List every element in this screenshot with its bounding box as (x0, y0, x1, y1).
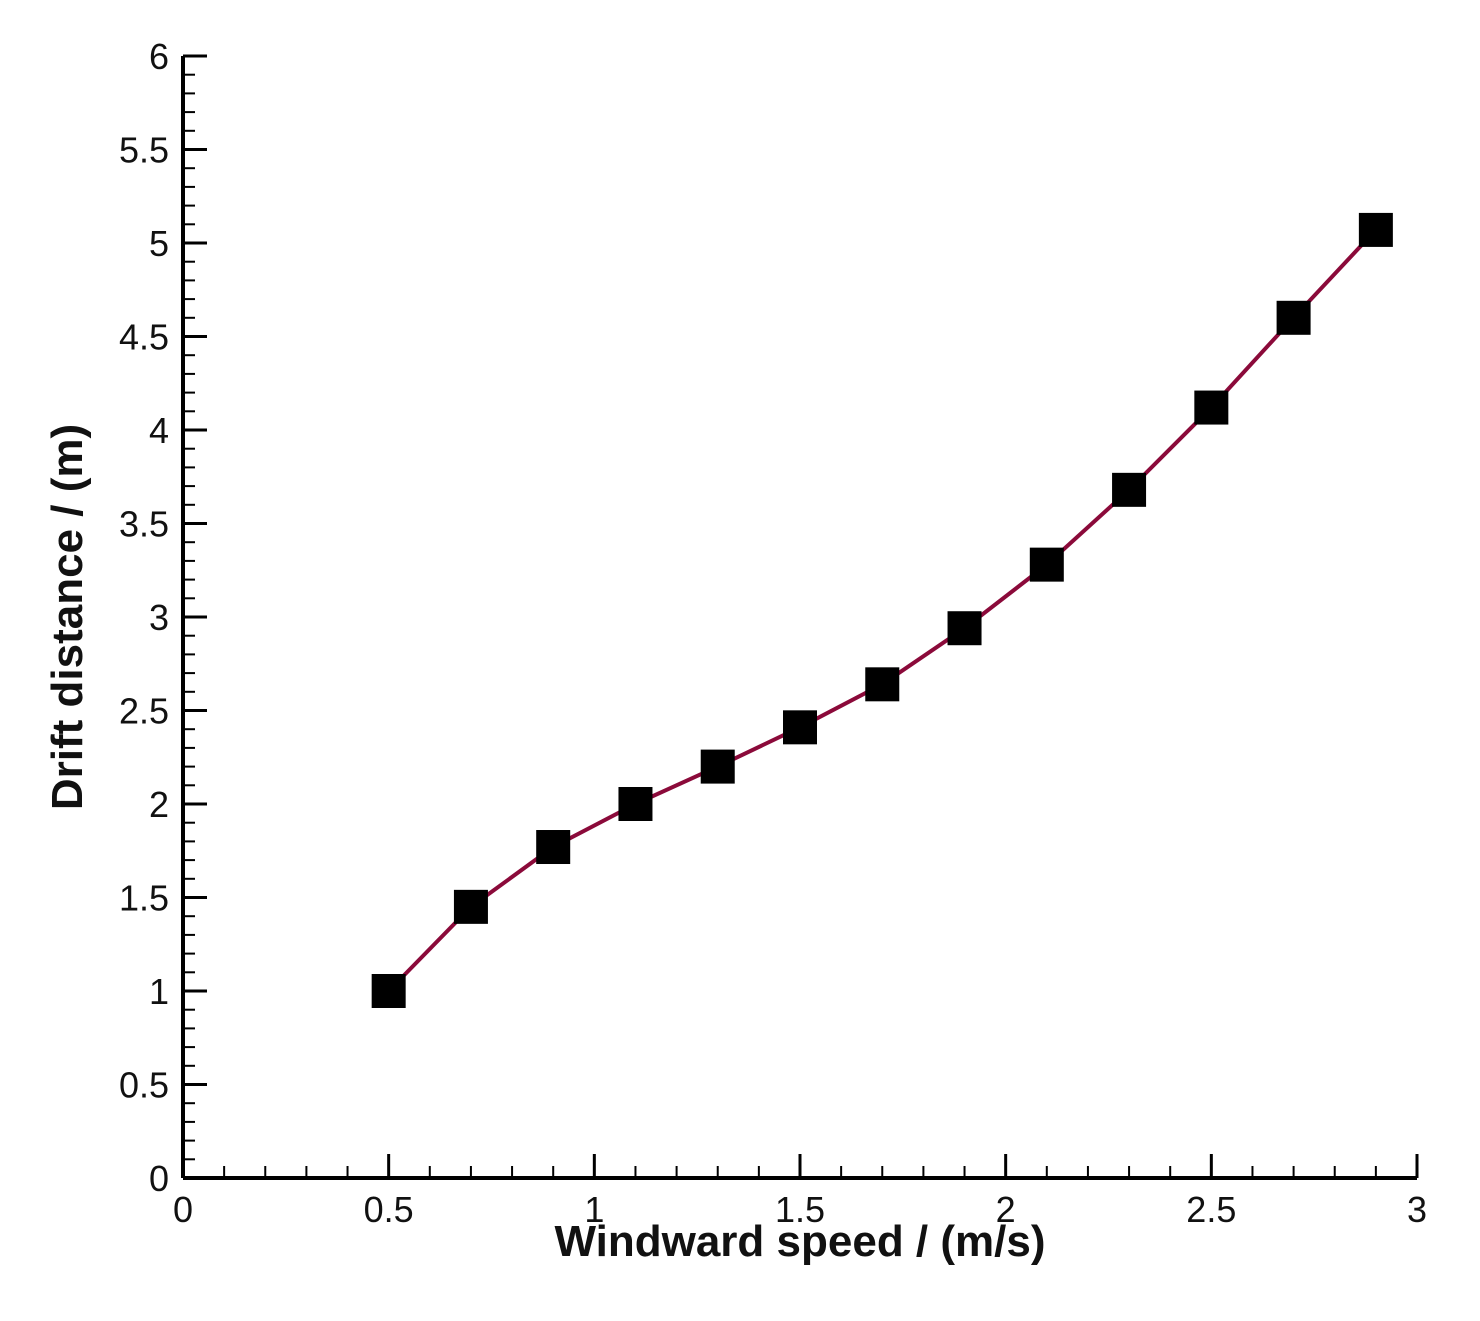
data-marker (453, 889, 488, 924)
x-tick-label: 1.5 (775, 1189, 825, 1230)
y-tick-label: 3 (149, 597, 169, 638)
data-marker (618, 787, 653, 821)
x-tick-label: 1 (584, 1189, 604, 1230)
y-tick-label: 6 (149, 36, 169, 77)
data-marker (700, 749, 735, 784)
data-marker (865, 667, 900, 702)
x-tick-label: 0 (173, 1189, 193, 1230)
data-marker (783, 710, 817, 745)
y-axis-title: Drift distance / (m) (43, 424, 92, 810)
data-marker (947, 611, 982, 646)
data-marker (1112, 472, 1147, 507)
x-tick-label: 0.5 (364, 1189, 414, 1230)
y-tick-label: 2 (149, 784, 169, 825)
y-tick-label: 0.5 (119, 1065, 169, 1106)
data-marker (1194, 390, 1229, 425)
y-tick-label: 3.5 (119, 504, 169, 545)
data-marker (536, 830, 571, 865)
x-axis-title: Windward speed / (m/s) (554, 1217, 1045, 1266)
data-marker (1276, 300, 1311, 335)
y-tick-label: 1 (149, 971, 169, 1012)
y-tick-label: 2.5 (119, 691, 169, 732)
y-tick-label: 5.5 (119, 130, 169, 171)
y-tick-label: 4.5 (119, 317, 169, 358)
y-tick-label: 0 (149, 1158, 169, 1199)
data-marker (1358, 212, 1393, 247)
x-tick-label: 2 (996, 1189, 1016, 1230)
y-tick-label: 5 (149, 223, 169, 264)
x-tick-label: 2.5 (1186, 1189, 1236, 1230)
data-marker (1029, 547, 1064, 582)
data-line (387, 228, 1378, 993)
y-tick-label: 4 (149, 410, 169, 451)
x-tick-label: 3 (1407, 1189, 1427, 1230)
y-tick-label: 1.5 (119, 878, 169, 919)
data-marker (371, 974, 406, 1008)
